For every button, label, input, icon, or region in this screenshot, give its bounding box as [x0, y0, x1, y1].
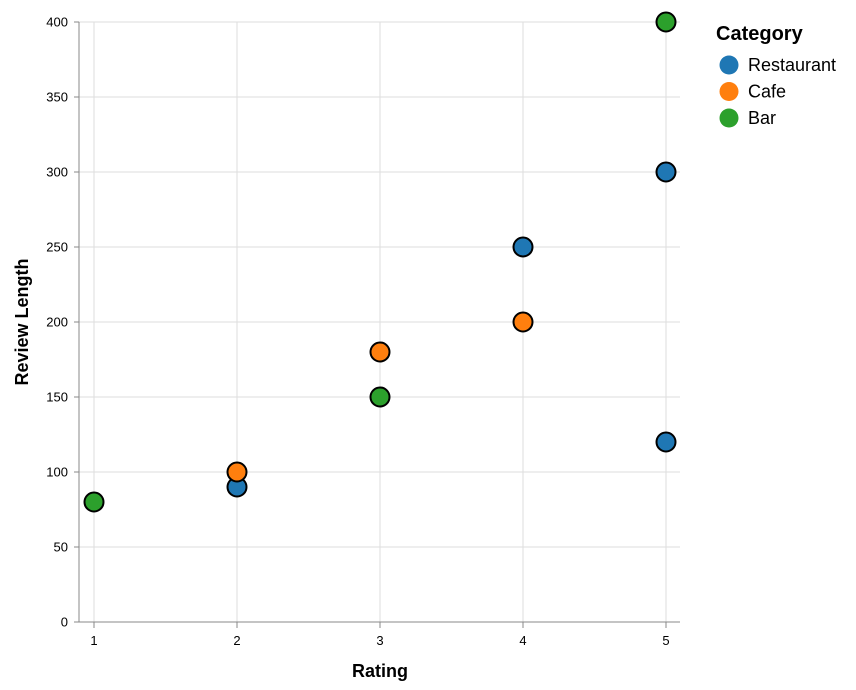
x-tick-label: 4 [519, 633, 526, 648]
point-cafe [369, 341, 391, 363]
x-axis-title: Rating [352, 661, 408, 681]
point-bar [83, 491, 105, 513]
x-tick-label: 3 [376, 633, 383, 648]
x-tick-label: 1 [90, 633, 97, 648]
point-restaurant [512, 236, 534, 258]
legend-label-cafe: Cafe [748, 82, 786, 102]
y-tick-label: 400 [46, 15, 68, 30]
legend: Category Restaurant Cafe Bar [716, 23, 836, 128]
y-axis-title: Review Length [12, 258, 32, 385]
x-tick-label: 5 [662, 633, 669, 648]
y-tick-label: 300 [46, 165, 68, 180]
legend-label-restaurant: Restaurant [748, 55, 836, 75]
y-tick-label: 200 [46, 315, 68, 330]
point-bar [655, 11, 677, 33]
legend-swatch-restaurant [719, 55, 739, 75]
y-tick-label: 100 [46, 465, 68, 480]
point-bar [369, 386, 391, 408]
point-restaurant [655, 431, 677, 453]
legend-title: Category [716, 23, 804, 45]
y-tick-label: 350 [46, 90, 68, 105]
point-cafe [226, 461, 248, 483]
y-tick-label: 150 [46, 390, 68, 405]
data-points [83, 11, 677, 513]
legend-swatch-bar [719, 108, 739, 128]
grid-lines [79, 21, 680, 623]
axes: 0 50 100 150 200 250 300 350 400 1 2 3 4 5 [46, 15, 680, 648]
point-cafe [512, 311, 534, 333]
y-tick-label: 50 [54, 540, 68, 555]
point-restaurant [655, 161, 677, 183]
legend-swatch-cafe [719, 82, 739, 101]
legend-label-bar: Bar [748, 108, 776, 128]
x-tick-label: 2 [233, 633, 240, 648]
y-tick-label: 250 [46, 240, 68, 255]
y-tick-label: 0 [61, 615, 68, 630]
